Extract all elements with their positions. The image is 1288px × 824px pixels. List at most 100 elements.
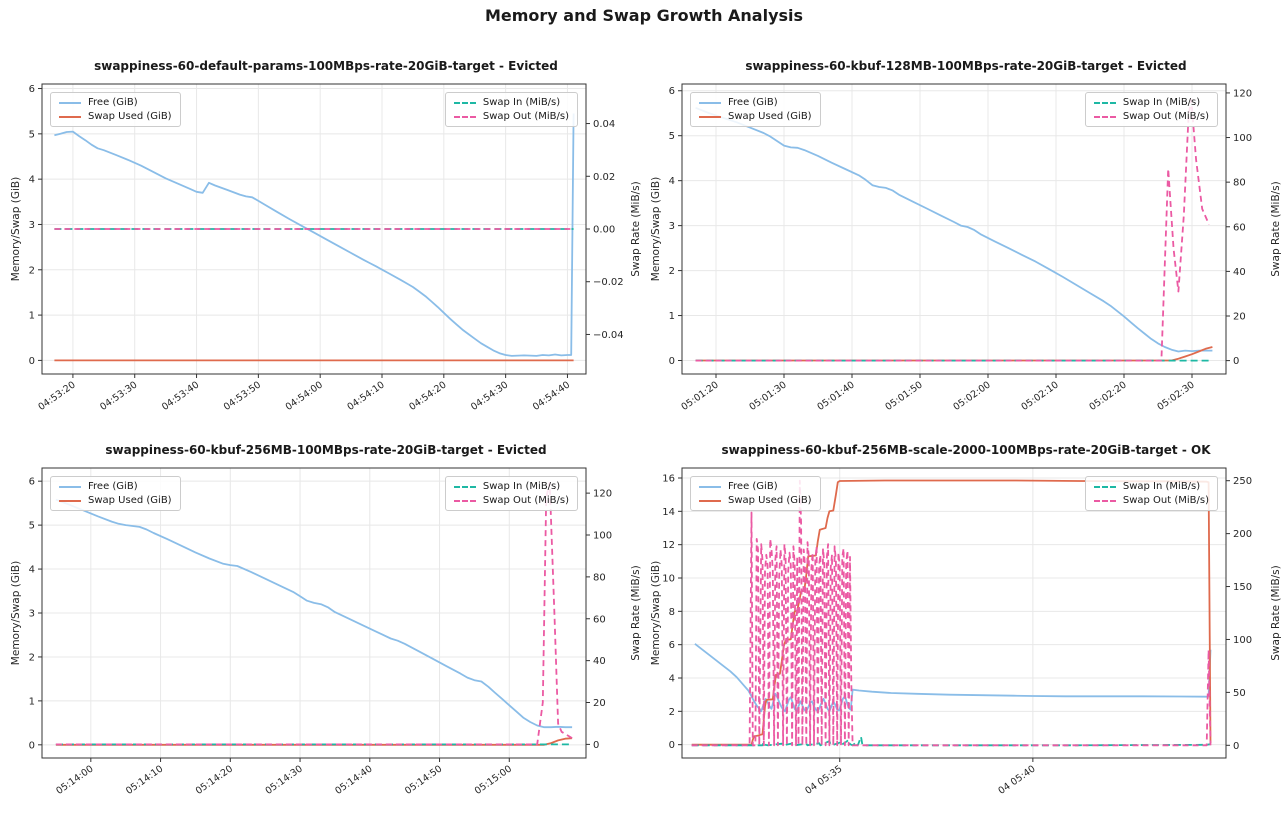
legend-item-swap-in: Swap In (MiB/s): [1093, 97, 1209, 108]
y-tick-label-left: 6: [669, 86, 675, 97]
y-tick-label-right: 0: [1233, 741, 1239, 752]
x-tick-label: 05:14:50: [403, 763, 444, 796]
legend-item-swap-out: Swap Out (MiB/s): [1093, 495, 1209, 506]
legend-item-swap-out: Swap Out (MiB/s): [453, 111, 569, 122]
legend-line-sample-swap-used: [59, 115, 81, 118]
y-tick-label-right: 100: [1233, 133, 1252, 144]
y-tick-label-right: 250: [1233, 476, 1252, 487]
y-axis-label-right: Swap Rate (MiB/s): [1270, 181, 1282, 276]
y-tick-label-right: 20: [1233, 312, 1246, 323]
y-axis-label-right: Swap Rate (MiB/s): [630, 181, 642, 276]
legend-line-sample-swap-out: [1093, 115, 1116, 118]
legend-line-sample-swap-in: [1093, 101, 1116, 104]
series-line-swap-out: [695, 98, 1210, 362]
plot-area: 0 1 2 3 4 5 6 −0.04 −0.02 0.00 0.02 0.04 04:53:20 04:…: [10, 83, 642, 413]
legend-item-swap-in: Swap In (MiB/s): [453, 481, 569, 492]
y-tick-label-right: 0: [1233, 356, 1239, 367]
y-tick-label-right: 100: [1233, 635, 1252, 646]
legend-line-sample-swap-used: [699, 115, 721, 118]
legend-label-swap-in: Swap In (MiB/s): [482, 481, 561, 492]
legend-item-free: Free (GiB): [59, 97, 172, 108]
y-tick-label-left: 6: [29, 84, 35, 95]
y-tick-label-right: −0.04: [593, 330, 624, 341]
y-tick-label-left: 10: [662, 574, 675, 585]
legend-label-free: Free (GiB): [88, 481, 138, 492]
x-tick-label: 04:54:40: [531, 379, 572, 412]
y-axis-label-left: Memory/Swap (GiB): [10, 177, 22, 281]
legend-label-swap-in: Swap In (MiB/s): [1122, 481, 1201, 492]
legend-swap-rate: Swap In (MiB/s) Swap Out (MiB/s): [444, 476, 578, 511]
legend-memory: Free (GiB) Swap Used (GiB): [690, 476, 821, 511]
x-tick-label: 04:54:00: [284, 379, 325, 412]
legend-line-sample-swap-in: [453, 101, 476, 104]
legend-label-swap-out: Swap Out (MiB/s): [482, 111, 569, 122]
legend-label-swap-in: Swap In (MiB/s): [1122, 97, 1201, 108]
y-tick-label-right: 40: [593, 656, 606, 667]
legend-label-free: Free (GiB): [728, 97, 778, 108]
y-tick-label-left: 1: [29, 696, 35, 707]
y-tick-label-right: 60: [1233, 222, 1246, 233]
y-tick-label-right: 120: [1233, 88, 1252, 99]
y-tick-label-right: 0: [593, 740, 599, 751]
y-tick-label-right: 0.00: [593, 225, 615, 236]
legend-label-swap-out: Swap Out (MiB/s): [482, 495, 569, 506]
legend-label-free: Free (GiB): [728, 481, 778, 492]
legend-label-swap-in: Swap In (MiB/s): [482, 97, 561, 108]
legend-item-swap-used: Swap Used (GiB): [59, 111, 172, 122]
series-line-free: [695, 106, 1213, 353]
series-line-swap-used: [55, 737, 573, 746]
x-tick-label: 04:53:40: [160, 379, 201, 412]
legend-swap-rate: Swap In (MiB/s) Swap Out (MiB/s): [1084, 92, 1218, 127]
y-tick-label-left: 6: [29, 477, 35, 488]
y-tick-label-left: 3: [669, 221, 675, 232]
chart-default-params: swappiness-60-default-params-100MBps-rat…: [8, 56, 644, 436]
legend-label-swap-out: Swap Out (MiB/s): [1122, 495, 1209, 506]
x-tick-label: 04:54:30: [469, 379, 510, 412]
y-tick-label-left: 4: [29, 565, 35, 576]
y-tick-label-right: 40: [1233, 267, 1246, 278]
x-tick-label: 05:15:00: [473, 763, 514, 796]
legend-line-sample-swap-used: [699, 499, 721, 502]
y-tick-label-left: 0: [29, 740, 35, 751]
y-tick-label-right: 20: [593, 698, 606, 709]
plot-border: [681, 467, 1227, 759]
series-line-swap-out: [55, 481, 573, 746]
legend-label-swap-out: Swap Out (MiB/s): [1122, 111, 1209, 122]
y-tick-label-left: 5: [29, 129, 35, 140]
y-tick-label-left: 2: [29, 652, 35, 663]
legend-memory: Free (GiB) Swap Used (GiB): [50, 92, 181, 127]
legend-item-swap-used: Swap Used (GiB): [59, 495, 172, 506]
y-tick-label-right: 0.04: [593, 119, 615, 130]
legend-item-swap-in: Swap In (MiB/s): [1093, 481, 1209, 492]
series-line-swap-out: [691, 479, 1212, 747]
chart-title: swappiness-60-kbuf-128MB-100MBps-rate-20…: [745, 59, 1187, 73]
chart-kbuf-128mb: swappiness-60-kbuf-128MB-100MBps-rate-20…: [648, 56, 1284, 436]
legend-item-swap-out: Swap Out (MiB/s): [453, 495, 569, 506]
y-tick-label-right: 60: [593, 614, 606, 625]
chart-title: swappiness-60-default-params-100MBps-rat…: [94, 59, 558, 73]
y-tick-label-left: 16: [662, 474, 675, 485]
x-tick-label: 05:01:40: [815, 379, 856, 412]
chart-title: swappiness-60-kbuf-256MB-scale-2000-100M…: [721, 443, 1211, 457]
series-line-swap-in: [691, 735, 1211, 747]
plot-border: [681, 83, 1227, 375]
x-tick-label: 05:14:30: [264, 763, 305, 796]
y-tick-label-left: 3: [29, 220, 35, 231]
y-tick-label-left: 5: [29, 521, 35, 532]
legend-memory: Free (GiB) Swap Used (GiB): [50, 476, 181, 511]
page-title: Memory and Swap Growth Analysis: [484, 6, 804, 25]
legend-line-sample-swap-in: [1093, 485, 1116, 488]
x-tick-label: 04:54:10: [345, 379, 386, 412]
y-tick-label-left: 8: [669, 607, 675, 618]
x-tick-label: 05:01:30: [747, 379, 788, 412]
legend-line-sample-swap-out: [453, 115, 476, 118]
x-tick-label: 05:14:10: [124, 763, 165, 796]
series-line-swap-used: [695, 346, 1213, 362]
y-tick-label-left: 1: [29, 311, 35, 322]
legend-line-sample-free: [59, 485, 81, 488]
legend-label-swap-used: Swap Used (GiB): [728, 495, 812, 506]
legend-memory: Free (GiB) Swap Used (GiB): [690, 92, 821, 127]
legend-line-sample-swap-in: [453, 485, 476, 488]
